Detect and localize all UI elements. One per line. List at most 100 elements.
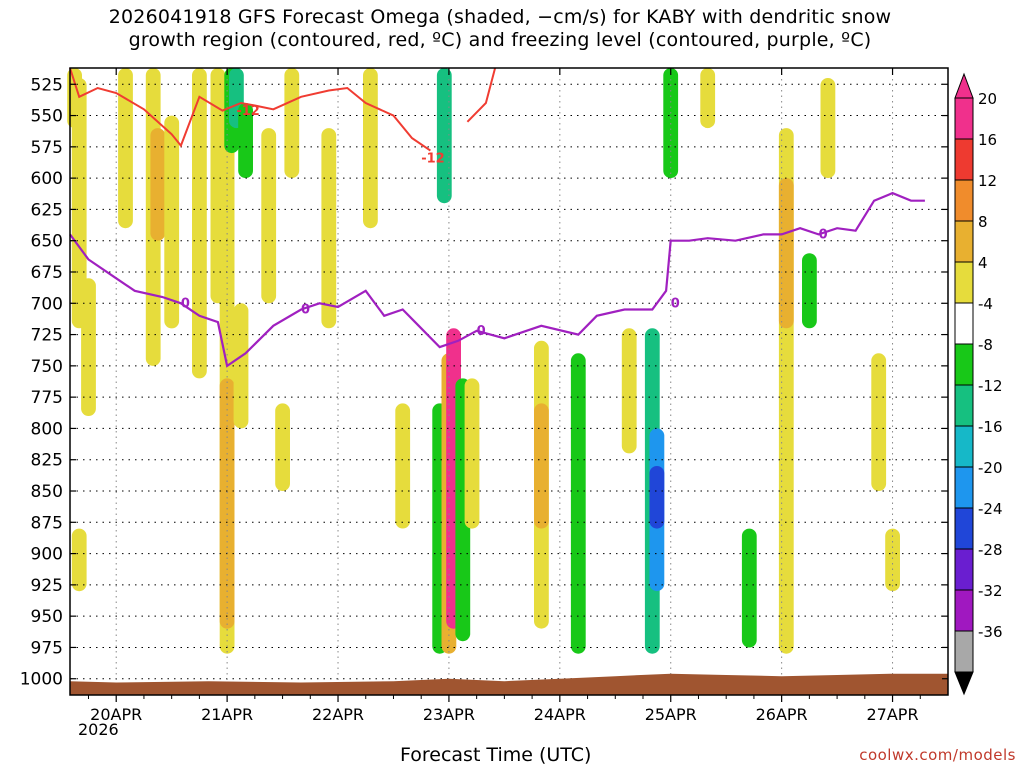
y-tick-label: 800: [31, 419, 63, 439]
omega-cell: [621, 328, 637, 454]
omega-cell: [363, 68, 378, 229]
omega-cell: [71, 528, 87, 592]
omega-cell: [118, 68, 133, 229]
colorbar-label: -28: [978, 541, 1003, 559]
colorbar-label: -24: [978, 500, 1003, 518]
colorbar-bin: [954, 589, 974, 632]
colorbar-bin: [954, 220, 974, 263]
title-line-2: growth region (contoured, red, ºC) and f…: [128, 29, 872, 51]
omega-cell: [164, 115, 180, 329]
colorbar-label: 16: [978, 131, 997, 149]
colorbar-bin: [954, 343, 974, 386]
grid: [70, 68, 948, 695]
omega-cell: [534, 403, 549, 529]
colorbar-bin: [954, 138, 974, 181]
omega-cell: [233, 303, 249, 429]
x-tick-label: 27APR: [867, 705, 919, 724]
y-tick-label: 725: [31, 326, 63, 346]
y-tick-label: 625: [31, 200, 63, 220]
colorbar-bin: [954, 302, 974, 345]
omega-cell: [570, 353, 586, 654]
colorbar-label: -12: [978, 377, 1003, 395]
omega-cell: [284, 68, 300, 179]
colorbar-label: 20: [978, 90, 997, 108]
terrain-fill: [70, 673, 948, 695]
y-tick-label: 775: [31, 388, 63, 408]
x-axis-label: Forecast Time (UTC): [400, 744, 592, 766]
colorbar-label: 12: [978, 172, 997, 190]
x-tick-label: 24APR: [534, 705, 586, 724]
dgz-contour-label: -12: [421, 152, 445, 167]
colorbar-label: -4: [978, 295, 993, 313]
y-tick-label: 875: [31, 513, 63, 533]
colorbar-label: -8: [978, 336, 993, 354]
y-tick-label: 975: [31, 638, 63, 658]
x-tick-label: 25APR: [645, 705, 697, 724]
omega-cell: [464, 378, 480, 529]
omega-cell: [778, 178, 794, 329]
omega-cell: [885, 528, 900, 592]
year-label: 2026: [78, 720, 119, 739]
y-tick-label: 575: [31, 138, 63, 158]
freezing-level-label: 0: [819, 227, 828, 242]
y-tick-label: 825: [31, 451, 63, 471]
colorbar-bin: [954, 630, 974, 673]
colorbar-bin: [954, 261, 974, 304]
colorbar-bin: [954, 97, 974, 140]
colorbar-bottom-arrow: [954, 671, 974, 696]
x-tick-label: 26APR: [756, 705, 808, 724]
omega-cell: [150, 128, 166, 241]
omega-cell: [395, 403, 411, 529]
freezing-level-label: 0: [477, 324, 486, 339]
x-tick-label: 20APR: [90, 705, 142, 724]
colorbar-label: 8: [978, 213, 988, 231]
y-tick-label: 600: [31, 169, 63, 189]
colorbar-label: -16: [978, 418, 1003, 436]
omega-cell: [436, 68, 452, 204]
colorbar-label: -32: [978, 582, 1003, 600]
omega-cell: [71, 78, 87, 329]
omega-cell: [700, 68, 716, 129]
colorbar-bin: [954, 548, 974, 591]
omega-cell: [275, 403, 290, 491]
x-tick-label: 23APR: [423, 705, 475, 724]
y-tick-label: 675: [31, 263, 63, 283]
colorbar-label: 4: [978, 254, 988, 272]
colorbar-top-arrow: [954, 72, 974, 99]
y-tick-label: 550: [31, 107, 63, 127]
freezing-level-line: [69, 191, 925, 368]
colorbar-label: -20: [978, 459, 1003, 477]
omega-cell: [321, 128, 337, 329]
x-tick-label: 22APR: [312, 705, 364, 724]
colorbar-bin: [954, 179, 974, 222]
y-tick-label: 700: [31, 294, 63, 314]
x-tick-label: 21APR: [201, 705, 253, 724]
omega-cell: [261, 128, 277, 304]
chart-title: 2026041918 GFS Forecast Omega (shaded, −…: [0, 6, 1000, 52]
dgz-contour-line: [466, 67, 497, 123]
colorbar-label: -36: [978, 623, 1003, 641]
freezing-level-label: 0: [671, 296, 680, 311]
dgz-contour-line: [69, 67, 431, 152]
omega-cell: [649, 466, 665, 529]
title-line-1: 2026041918 GFS Forecast Omega (shaded, −…: [108, 6, 892, 28]
colorbar-bin: [954, 384, 974, 427]
y-tick-label: 1000: [20, 670, 63, 690]
plot-frame: [69, 67, 949, 696]
omega-shading: [67, 68, 900, 654]
y-tick-label: 750: [31, 357, 63, 377]
freezing-level-label: 0: [301, 303, 310, 318]
omega-cell: [802, 253, 817, 329]
y-tick-label: 850: [31, 482, 63, 502]
credit-link[interactable]: coolwx.com/models: [859, 746, 1016, 764]
y-tick-label: 525: [31, 75, 63, 95]
freezing-level-label: 0: [181, 296, 190, 311]
colorbar-bin: [954, 466, 974, 509]
omega-cell: [820, 78, 836, 179]
y-tick-label: 900: [31, 545, 63, 565]
omega-cell: [81, 278, 96, 416]
y-tick-label: 950: [31, 607, 63, 627]
colorbar-bin: [954, 425, 974, 468]
y-tick-label: 650: [31, 232, 63, 252]
